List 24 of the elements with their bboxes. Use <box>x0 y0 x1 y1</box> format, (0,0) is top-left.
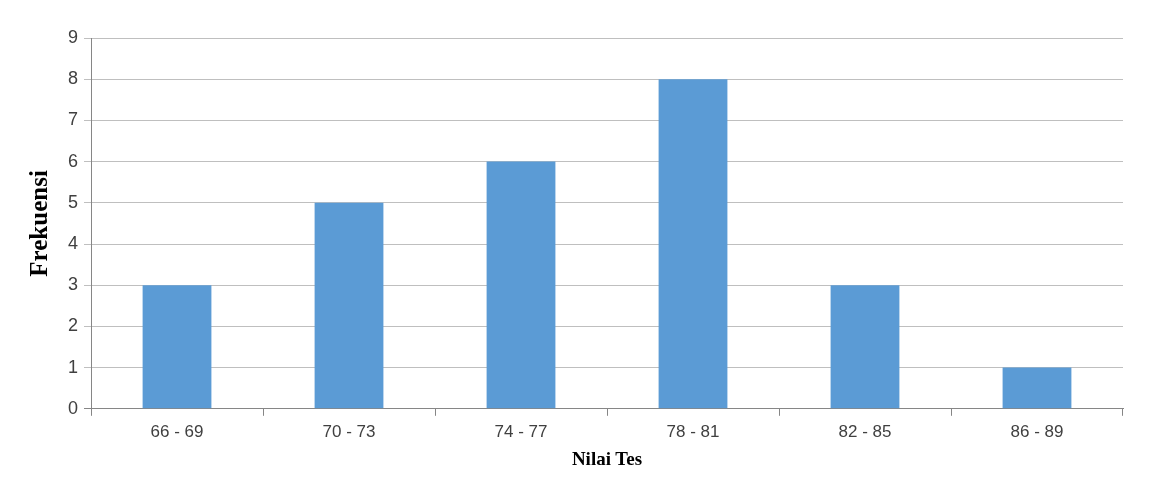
x-tick-label: 86 - 89 <box>1010 421 1064 441</box>
y-tick-label: 7 <box>68 109 79 130</box>
x-axis-title: Nilai Tes <box>571 447 643 469</box>
bar <box>830 285 900 409</box>
x-tick-label: 66 - 69 <box>150 421 204 441</box>
x-tick-label: 70 - 73 <box>322 421 376 441</box>
bar <box>314 202 384 409</box>
y-tick-label: 3 <box>68 274 79 295</box>
y-tick-label: 1 <box>68 356 79 377</box>
x-tick-label: 82 - 85 <box>838 421 892 441</box>
bar <box>142 285 212 409</box>
y-tick-label: 0 <box>68 397 79 418</box>
y-tick-label: 6 <box>68 150 79 171</box>
y-tick-label: 2 <box>68 315 79 336</box>
x-tick-label: 78 - 81 <box>666 421 720 441</box>
y-tick-label: 9 <box>68 26 79 47</box>
bar <box>486 161 556 409</box>
y-tick-label: 8 <box>68 68 79 89</box>
y-tick-label: 4 <box>68 232 79 253</box>
y-tick-label: 5 <box>68 191 79 212</box>
y-axis-title: Frekuensi <box>25 170 53 277</box>
bar <box>658 79 728 409</box>
bar <box>1002 367 1072 409</box>
x-tick-label: 74 - 77 <box>494 421 548 441</box>
